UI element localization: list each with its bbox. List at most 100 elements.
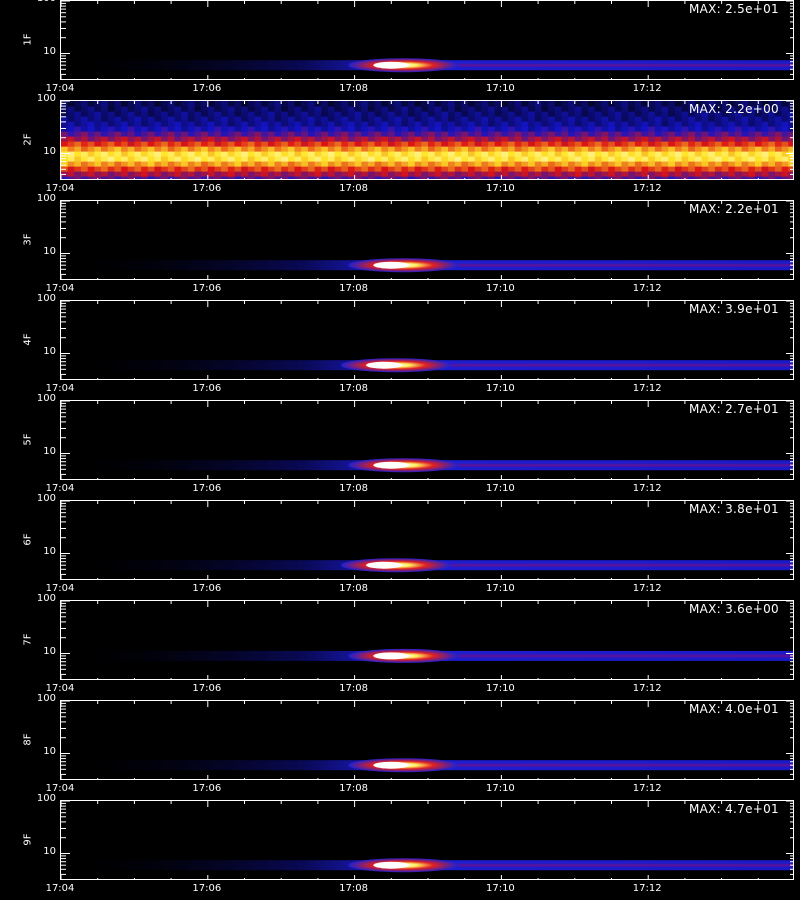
- heatmap-cell: [688, 116, 696, 122]
- heatmap-cell: [281, 126, 289, 132]
- heatmap-cell: [207, 166, 216, 172]
- heatmap-cell: [74, 116, 82, 122]
- heatmap-cell: [454, 171, 462, 177]
- heatmap-cell: [788, 121, 793, 127]
- x-tick-label: 17:12: [632, 383, 662, 394]
- heatmap-cell: [781, 146, 789, 152]
- heatmap-cell: [541, 171, 549, 177]
- heatmap-cell: [327, 121, 336, 127]
- heatmap-cell: [67, 116, 75, 122]
- heatmap-cell: [247, 126, 256, 132]
- heatmap-cell: [354, 106, 362, 112]
- heatmap-cell: [734, 161, 743, 167]
- heatmap-cell: [654, 101, 663, 107]
- heatmap-cell: [187, 171, 196, 177]
- heatmap-cell: [301, 156, 309, 162]
- heatmap-cell: [494, 101, 502, 107]
- x-tick-label: 17:08: [339, 483, 369, 494]
- heatmap-cell: [401, 156, 409, 162]
- heatmap-cell: [621, 176, 629, 179]
- heatmap-cell: [114, 146, 122, 152]
- heatmap-cell: [321, 101, 329, 107]
- heatmap-cell: [594, 171, 603, 177]
- heatmap-cell: [594, 141, 603, 147]
- peak-core: [373, 461, 410, 469]
- heatmap-svg: [61, 401, 793, 479]
- heatmap-cell: [181, 166, 189, 172]
- heatmap-cell: [388, 111, 396, 117]
- heatmap-cell: [361, 171, 369, 177]
- heatmap-cell: [181, 106, 189, 112]
- heatmap-cell: [781, 106, 789, 112]
- heatmap-cell: [134, 151, 142, 157]
- heatmap-cell: [327, 126, 336, 132]
- heatmap-cell: [127, 146, 135, 152]
- heatmap-cell: [261, 126, 269, 132]
- heatmap-cell: [408, 176, 416, 179]
- heatmap-cell: [301, 121, 309, 127]
- heatmap-cell: [287, 151, 296, 157]
- heatmap-cell: [281, 116, 289, 122]
- heatmap-cell: [741, 156, 749, 162]
- heatmap-cell: [408, 131, 416, 137]
- heatmap-cell: [74, 106, 82, 112]
- heatmap-cell: [688, 136, 696, 142]
- heatmap-cell: [181, 121, 189, 127]
- heatmap-cell: [247, 116, 256, 122]
- heatmap-cell: [141, 121, 149, 127]
- heatmap-cell: [681, 116, 689, 122]
- heatmap-cell: [147, 136, 155, 142]
- heatmap-cell: [274, 161, 282, 167]
- heatmap-cell: [588, 126, 596, 132]
- heatmap-cell: [681, 126, 689, 132]
- heatmap-cell: [528, 151, 536, 157]
- heatmap-cell: [241, 146, 249, 152]
- heatmap-cell: [674, 141, 683, 147]
- heatmap-cell: [755, 171, 763, 177]
- heatmap-cell: [381, 161, 389, 167]
- heatmap-cell: [448, 131, 456, 137]
- heatmap-cell: [321, 151, 329, 157]
- heatmap-cell: [454, 176, 462, 179]
- heatmap-cell: [714, 146, 723, 152]
- heatmap-cell: [267, 106, 276, 112]
- heatmap-cell: [374, 111, 382, 117]
- heatmap-cell: [281, 156, 289, 162]
- heatmap-cell: [528, 161, 536, 167]
- heatmap-cell: [221, 136, 229, 142]
- heatmap-cell: [501, 161, 509, 167]
- heatmap-cell: [361, 176, 369, 179]
- heatmap-cell: [254, 161, 262, 167]
- heatmap-cell: [561, 111, 569, 117]
- heatmap-cell: [167, 106, 176, 112]
- heatmap-cell: [87, 156, 95, 162]
- y-tick-label: 10: [43, 745, 56, 757]
- peak-core: [373, 61, 410, 69]
- heatmap-cell: [734, 136, 743, 142]
- heatmap-cell: [267, 146, 276, 152]
- heatmap-cell: [714, 126, 723, 132]
- heatmap-cell: [541, 151, 549, 157]
- heatmap-cell: [261, 141, 269, 147]
- y-tick-label: 100: [36, 93, 56, 104]
- y-tick-label: 100: [36, 393, 56, 404]
- heatmap-cell: [381, 111, 389, 117]
- heatmap-cell: [654, 146, 663, 152]
- heatmap-cell: [187, 116, 196, 122]
- heatmap-cell: [141, 131, 149, 137]
- heatmap-cell: [694, 106, 703, 112]
- heatmap-cell: [728, 166, 736, 172]
- heatmap-cell: [394, 121, 402, 127]
- heatmap-cell: [67, 131, 75, 137]
- heatmap-cell: [574, 106, 583, 112]
- heatmap-cell: [674, 146, 683, 152]
- heatmap-cell: [561, 176, 569, 179]
- heatmap-cell: [721, 146, 729, 152]
- heatmap-cell: [167, 161, 176, 167]
- heatmap-cell: [81, 116, 89, 122]
- heatmap-cell: [154, 141, 162, 147]
- heatmap-cell: [714, 111, 723, 117]
- heatmap-cell: [634, 141, 643, 147]
- heatmap-cell: [674, 156, 683, 162]
- heatmap-cell: [621, 141, 629, 147]
